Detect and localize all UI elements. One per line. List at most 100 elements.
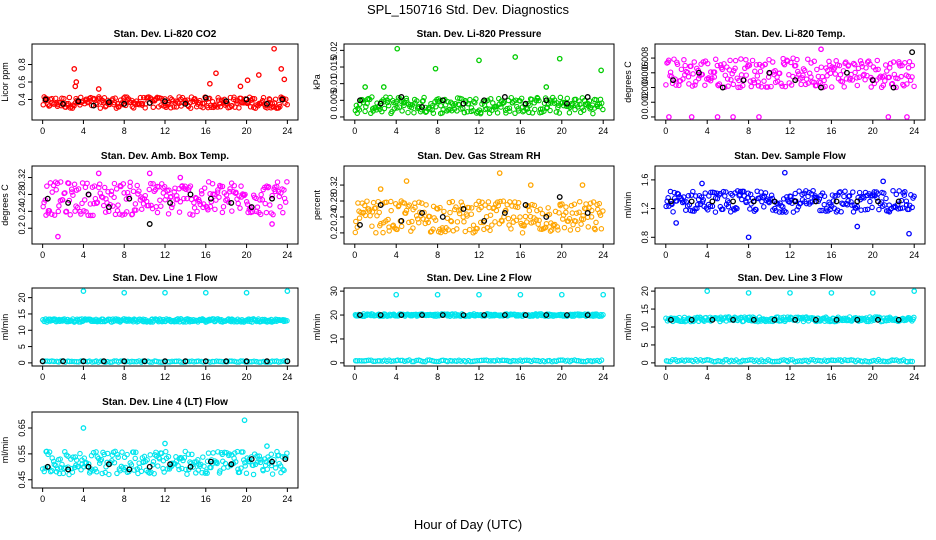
data-point (415, 219, 422, 226)
data-point (111, 180, 118, 187)
data-point (141, 453, 148, 460)
data-point (73, 457, 80, 463)
data-point-black (398, 94, 405, 100)
data-point (447, 209, 453, 216)
data-point (72, 208, 78, 214)
data-point (683, 207, 689, 213)
data-point (99, 470, 105, 477)
data-point (897, 205, 904, 212)
data-point-black (854, 316, 861, 323)
data-point-black (875, 198, 881, 205)
data-point (100, 202, 107, 209)
data-point (805, 56, 811, 62)
data-point (505, 97, 512, 104)
panel-title: Stan. Dev. Amb. Box Temp. (101, 151, 229, 162)
data-point (363, 103, 369, 110)
data-point (588, 214, 595, 220)
data-point (168, 193, 174, 200)
data-point (902, 60, 908, 66)
data-point (265, 184, 272, 190)
data-point (722, 72, 729, 79)
y-tick-label: 0.28 (17, 186, 27, 204)
series-points (663, 46, 917, 120)
data-point (187, 105, 194, 111)
x-tick-label: 24 (282, 372, 292, 382)
x-tick-label: 20 (557, 372, 567, 382)
data-point (664, 198, 670, 204)
data-point (905, 73, 912, 80)
data-point (719, 66, 725, 73)
data-point-outlier (818, 46, 824, 53)
data-point-black (730, 316, 737, 323)
data-point (420, 216, 426, 222)
data-point (573, 210, 580, 216)
data-point-black (668, 316, 674, 323)
data-point (512, 358, 518, 364)
data-point (753, 206, 759, 213)
data-point-outlier (244, 77, 251, 84)
data-point-black (223, 98, 230, 105)
data-point (116, 317, 122, 324)
data-point-black (162, 358, 168, 365)
data-point (861, 195, 867, 201)
x-tick-label: 20 (868, 372, 878, 382)
data-point-outlier (393, 291, 400, 298)
data-point (843, 76, 850, 82)
data-point (135, 191, 141, 197)
data-point (909, 358, 916, 365)
data-point-black (695, 69, 702, 76)
data-point (258, 191, 264, 198)
data-point (832, 71, 839, 77)
data-point (776, 70, 783, 77)
data-point-outlier (543, 84, 550, 90)
data-point (462, 228, 468, 235)
data-point (249, 95, 256, 102)
data-point (65, 100, 72, 107)
data-point (284, 317, 290, 324)
data-point-outlier (72, 83, 79, 90)
data-point (824, 73, 830, 79)
data-point (79, 180, 86, 186)
data-point-black (85, 191, 92, 198)
data-point (57, 456, 63, 462)
data-point (708, 189, 714, 196)
data-point (113, 186, 120, 192)
data-point-black (228, 199, 235, 206)
data-point (716, 81, 723, 87)
data-point (869, 204, 875, 211)
data-point-outlier (80, 288, 87, 294)
data-point (788, 193, 794, 200)
data-point (104, 450, 111, 457)
data-point (899, 205, 906, 211)
y-tick-label: 10 (17, 325, 27, 335)
data-point (798, 81, 804, 88)
x-tick-label: 0 (40, 250, 45, 260)
data-point (858, 60, 865, 67)
data-point (497, 198, 503, 205)
data-point (259, 197, 266, 203)
data-point (867, 198, 873, 205)
data-point (284, 179, 290, 185)
data-point (121, 190, 127, 196)
data-point (730, 81, 737, 88)
data-point (563, 209, 569, 216)
data-point (251, 358, 257, 364)
data-point (788, 59, 794, 66)
data-point (102, 209, 109, 215)
data-point (430, 110, 437, 116)
x-tick-label: 0 (40, 126, 45, 136)
data-point (416, 199, 422, 206)
panel-1: Stan. Dev. Li-820 CO2 0 4 8 12 16 20 24 0.4 0.6 0.… (0, 29, 299, 136)
data-point (145, 202, 152, 209)
x-tick-label: 12 (160, 126, 170, 136)
data-point (598, 226, 605, 232)
data-point (854, 82, 861, 89)
data-point (727, 57, 733, 64)
data-point-black (895, 316, 902, 323)
data-point (272, 188, 279, 195)
x-tick-label: 20 (242, 250, 252, 260)
data-point (723, 189, 729, 195)
data-point (402, 210, 409, 216)
data-point (71, 102, 77, 109)
x-tick-label: 24 (282, 494, 292, 504)
